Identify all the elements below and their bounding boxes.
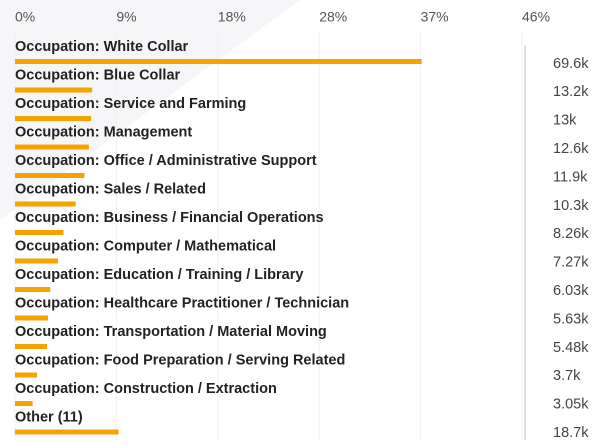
bar bbox=[15, 401, 33, 406]
count-label: 7.27k bbox=[553, 255, 589, 271]
category-label: Other (11) bbox=[15, 409, 83, 425]
count-label: 69.6k bbox=[553, 56, 589, 72]
category-label: Occupation: Management bbox=[15, 124, 192, 140]
x-tick-label: 28% bbox=[319, 9, 347, 25]
bar bbox=[15, 144, 89, 150]
count-label: 13k bbox=[553, 113, 577, 129]
bar bbox=[15, 315, 49, 321]
x-tick-label: 9% bbox=[116, 9, 136, 25]
count-label: 5.63k bbox=[553, 311, 589, 327]
count-label: 12.6k bbox=[553, 141, 589, 157]
count-label: 13.2k bbox=[553, 84, 589, 100]
count-label: 8.26k bbox=[553, 226, 589, 242]
bar bbox=[15, 116, 92, 121]
x-tick-label: 46% bbox=[522, 9, 550, 25]
bar bbox=[15, 344, 47, 349]
category-label: Occupation: Transportation / Material Mo… bbox=[15, 324, 327, 340]
bar bbox=[15, 173, 85, 178]
category-label: Occupation: Education / Training / Libra… bbox=[15, 267, 303, 283]
x-tick-label: 18% bbox=[218, 9, 246, 25]
bar bbox=[15, 230, 64, 235]
category-label: Occupation: Construction / Extraction bbox=[15, 381, 277, 397]
category-label: Occupation: Office / Administrative Supp… bbox=[15, 153, 317, 169]
count-label: 18.7k bbox=[553, 425, 589, 440]
category-label: Occupation: Food Preparation / Serving R… bbox=[15, 352, 345, 368]
bar bbox=[15, 59, 422, 64]
x-tick-label: 37% bbox=[421, 9, 449, 25]
bar bbox=[15, 287, 51, 292]
count-label: 5.48k bbox=[553, 340, 589, 356]
count-label: 3.05k bbox=[553, 397, 589, 413]
count-label: 11.9k bbox=[553, 169, 588, 185]
count-label: 3.7k bbox=[553, 368, 581, 384]
category-label: Occupation: Computer / Mathematical bbox=[15, 238, 276, 254]
category-label: Occupation: Sales / Related bbox=[15, 181, 206, 197]
bar bbox=[15, 87, 93, 93]
count-label: 6.03k bbox=[553, 283, 589, 299]
background-shape bbox=[0, 0, 300, 220]
count-label: 10.3k bbox=[553, 198, 589, 214]
x-tick-label: 0% bbox=[15, 9, 35, 25]
bar bbox=[15, 258, 58, 264]
category-label: Occupation: Business / Financial Operati… bbox=[15, 210, 324, 226]
bar bbox=[15, 201, 76, 207]
category-label: Occupation: White Collar bbox=[15, 39, 189, 55]
category-label: Occupation: Blue Collar bbox=[15, 67, 181, 83]
bar bbox=[15, 372, 38, 378]
bar bbox=[15, 429, 119, 435]
category-label: Occupation: Healthcare Practitioner / Te… bbox=[15, 295, 349, 311]
category-label: Occupation: Service and Farming bbox=[15, 96, 246, 112]
